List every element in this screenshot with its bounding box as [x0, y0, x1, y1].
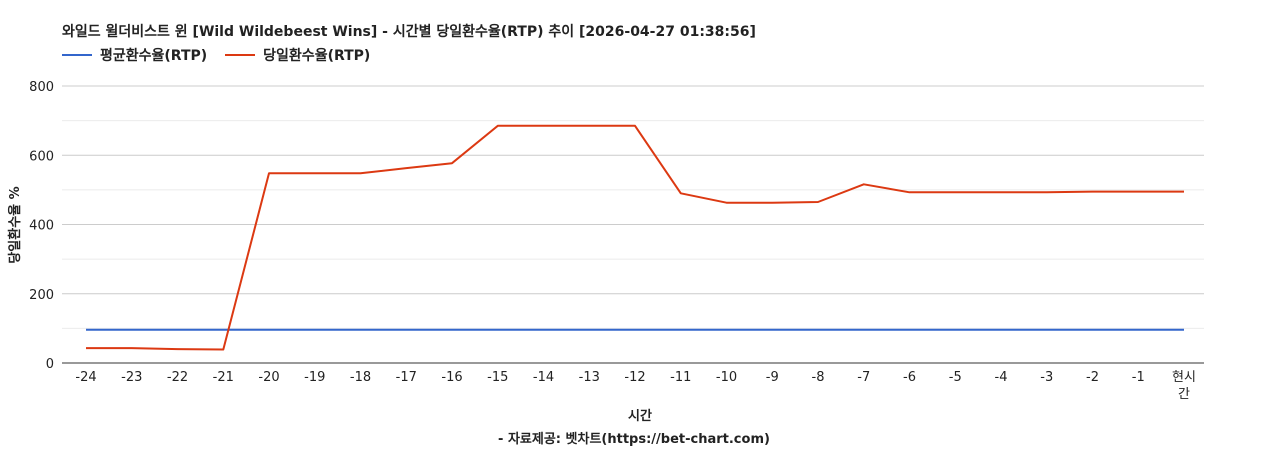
- x-tick-label: -12: [624, 370, 645, 385]
- x-axis-title: 시간: [628, 408, 652, 424]
- source-credit: - 자료제공: 벳차트(https://bet-chart.com): [498, 432, 770, 447]
- x-tick-label: -10: [716, 370, 737, 385]
- x-tick-label: 현시 간: [1172, 370, 1196, 402]
- x-tick-label: -17: [396, 370, 417, 385]
- x-tick-label: -22: [167, 370, 188, 385]
- x-tick-label: -14: [533, 370, 554, 385]
- x-tick-label: -19: [304, 370, 325, 385]
- y-tick-label: 400: [29, 219, 54, 234]
- x-tick-label: -6: [903, 370, 916, 385]
- x-tick-label: -16: [441, 370, 462, 385]
- y-axis-title: 당일환수율 %: [7, 186, 23, 263]
- x-tick-label: -15: [487, 370, 508, 385]
- x-tick-label: -2: [1086, 370, 1099, 385]
- legend-item-average-rtp[interactable]: 평균환수율(RTP): [62, 45, 207, 65]
- x-tick-label: -13: [579, 370, 600, 385]
- x-tick-label: -21: [213, 370, 234, 385]
- chart-title: 와일드 윌더비스트 윈 [Wild Wildebeest Wins] - 시간별…: [62, 24, 756, 40]
- legend: 평균환수율(RTP) 당일환수율(RTP): [62, 45, 370, 65]
- y-tick-label: 0: [46, 357, 54, 372]
- x-tick-label: -9: [766, 370, 779, 385]
- legend-item-daily-rtp[interactable]: 당일환수율(RTP): [225, 45, 370, 65]
- legend-swatch-daily-rtp: [225, 54, 256, 56]
- x-tick-label: -23: [121, 370, 142, 385]
- x-tick-label: -8: [812, 370, 825, 385]
- legend-swatch-average-rtp: [62, 54, 92, 56]
- y-tick-label: 800: [29, 80, 54, 95]
- series-line-daily-rtp: [86, 124, 1184, 351]
- x-tick-label: -1: [1132, 370, 1145, 385]
- legend-label-average-rtp: 평균환수율(RTP): [100, 48, 208, 64]
- x-tick-label: -3: [1040, 370, 1053, 385]
- x-tick-label: -11: [670, 370, 691, 385]
- x-tick-label: -5: [949, 370, 962, 385]
- y-tick-label: 600: [29, 149, 54, 164]
- x-tick-label: -7: [857, 370, 870, 385]
- legend-label-daily-rtp: 당일환수율(RTP): [263, 48, 371, 64]
- x-tick-label: -18: [350, 370, 371, 385]
- y-tick-label: 200: [29, 288, 54, 303]
- x-tick-label: -20: [258, 370, 279, 385]
- x-tick-label: -24: [75, 370, 96, 385]
- x-tick-label: -4: [995, 370, 1008, 385]
